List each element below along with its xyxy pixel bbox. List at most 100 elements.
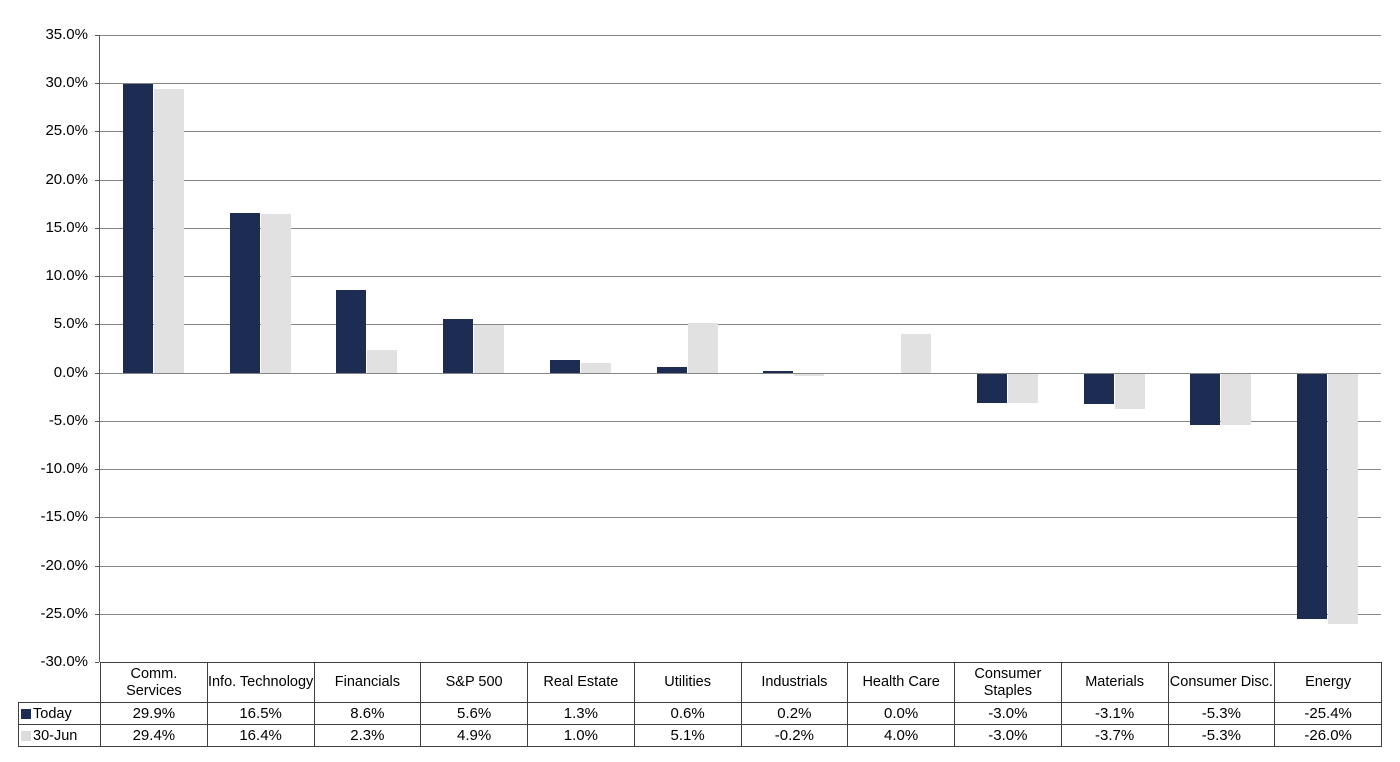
category-header-consumer-disc: Consumer Disc. [1167, 662, 1276, 703]
bar-today-energy [1297, 373, 1328, 619]
value-cell-30-jun-info-technology: 16.4% [206, 724, 315, 747]
bar-today-utilities [656, 366, 687, 373]
table-header-row: Comm. Services Info. Technology Financials… [19, 662, 1382, 703]
bar-today-comm-services [122, 84, 153, 373]
bar-30-jun-materials [1114, 373, 1145, 410]
grid-line-25-0 [100, 131, 1381, 133]
value-cell-30-jun-materials: -3.7% [1060, 724, 1169, 747]
y-tick-label-5-0: 5.0% [53, 315, 88, 333]
y-axis-tick [95, 179, 99, 181]
value-cell-30-jun-health-care: 4.0% [847, 724, 955, 747]
value-cell-today-utilities: 0.6% [633, 702, 742, 725]
bar-today-industrials [763, 370, 794, 373]
category-header-info-technology: Info. Technology [206, 662, 315, 703]
grid-line-15-0 [100, 517, 1381, 519]
grid-line-10-0 [100, 276, 1381, 278]
grid-line-5-0 [100, 420, 1381, 422]
bar-30-jun-info-technology [260, 214, 291, 373]
legend-cell-30-jun: 30-Jun [18, 724, 101, 747]
category-header-energy: Energy [1274, 662, 1382, 703]
category-header-health-care: Health Care [847, 662, 955, 703]
y-tick-label-35-0: 35.0% [45, 26, 88, 43]
value-cell-today-real-estate: 1.3% [527, 702, 635, 725]
table-corner-cell [19, 663, 101, 703]
bar-today-real-estate [549, 360, 580, 373]
y-axis-line [99, 35, 100, 662]
bar-today-s-p-500 [443, 318, 474, 373]
value-cell-30-jun-real-estate: 1.0% [527, 724, 635, 747]
bar-30-jun-comm-services [153, 89, 184, 373]
value-cell-today-comm-services: 29.9% [100, 702, 208, 725]
grid-line-20-0 [100, 565, 1381, 567]
y-tick-label-10-0: -10.0% [40, 460, 88, 478]
y-axis-tick [95, 324, 99, 326]
bar-30-jun-industrials [794, 373, 825, 376]
y-tick-label-30-0: -30.0% [40, 653, 88, 670]
value-cell-today-s-p-500: 5.6% [420, 702, 528, 725]
y-axis-tick [95, 565, 99, 567]
bar-30-jun-s-p-500 [474, 325, 505, 373]
value-cell-30-jun-financials: 2.3% [313, 724, 422, 747]
category-header-financials: Financials [313, 662, 422, 703]
bar-30-jun-consumer-disc [1221, 373, 1252, 425]
value-cell-today-financials: 8.6% [313, 702, 422, 725]
y-axis-tick [95, 276, 99, 278]
bar-30-jun-real-estate [580, 362, 611, 373]
y-axis-tick [95, 469, 99, 471]
bar-30-jun-utilities [687, 323, 718, 373]
grid-line-0-0 [100, 372, 1381, 374]
value-cell-30-jun-consumer-disc: -5.3% [1167, 724, 1276, 747]
legend-label-30-jun: 30-Jun [33, 727, 78, 744]
data-table: Comm. Services Info. Technology Financials… [18, 662, 1382, 747]
legend-label-today: Today [33, 705, 72, 722]
y-axis-tick [95, 662, 99, 663]
bar-today-consumer-staples [976, 373, 1007, 403]
category-header-industrials: Industrials [740, 662, 849, 703]
y-tick-label-20-0: -20.0% [40, 556, 88, 574]
legend-swatch-icon-today [21, 708, 31, 719]
bar-30-jun-health-care [901, 334, 932, 373]
y-tick-label-20-0: 20.0% [45, 170, 88, 188]
table-row-30-jun: 30-Jun 29.4% 16.4% 2.3% 4.9% 1.0% 5.1% -0.2% 4.0… [18, 724, 1382, 747]
category-header-utilities: Utilities [633, 662, 742, 703]
category-header-consumer-staples: Consumer Staples [954, 662, 1062, 703]
y-axis-tick [95, 613, 99, 615]
grid-line-20-0 [100, 179, 1381, 181]
category-header-materials: Materials [1060, 662, 1169, 703]
grid-line-15-0 [100, 227, 1381, 229]
value-cell-30-jun-energy: -26.0% [1274, 724, 1382, 747]
bar-30-jun-consumer-staples [1007, 373, 1038, 403]
grid-line-10-0 [100, 469, 1381, 471]
value-cell-30-jun-utilities: 5.1% [633, 724, 742, 747]
y-axis-tick [95, 517, 99, 519]
value-cell-30-jun-industrials: -0.2% [740, 724, 849, 747]
category-header-s-p-500: S&P 500 [420, 662, 528, 703]
value-cell-today-industrials: 0.2% [740, 702, 849, 725]
y-axis-tick [95, 35, 99, 36]
y-tick-label-15-0: 15.0% [45, 218, 88, 236]
value-cell-today-energy: -25.4% [1274, 702, 1382, 725]
y-axis-tick [95, 131, 99, 133]
y-axis-tick [95, 83, 99, 85]
category-header-comm-services: Comm. Services [100, 662, 208, 703]
y-tick-label-15-0: -15.0% [40, 508, 88, 526]
value-cell-today-materials: -3.1% [1060, 702, 1169, 725]
grid-line-35-0 [100, 35, 1381, 36]
y-tick-label-10-0: 10.0% [45, 267, 88, 285]
value-cell-today-consumer-disc: -5.3% [1167, 702, 1276, 725]
bar-today-materials [1083, 373, 1114, 404]
bar-today-financials [336, 289, 367, 373]
y-tick-label-30-0: 30.0% [45, 74, 88, 92]
value-cell-today-health-care: 0.0% [847, 702, 955, 725]
bar-today-info-technology [229, 213, 260, 373]
value-cell-today-info-technology: 16.5% [206, 702, 315, 725]
bar-30-jun-energy [1328, 373, 1359, 625]
bar-today-consumer-disc [1190, 373, 1221, 425]
value-cell-30-jun-s-p-500: 4.9% [420, 724, 528, 747]
y-tick-label-25-0: 25.0% [45, 122, 88, 140]
grid-line-25-0 [100, 613, 1381, 615]
y-tick-label-25-0: -25.0% [40, 604, 88, 622]
y-axis-tick [95, 420, 99, 422]
y-axis-tick [95, 227, 99, 229]
